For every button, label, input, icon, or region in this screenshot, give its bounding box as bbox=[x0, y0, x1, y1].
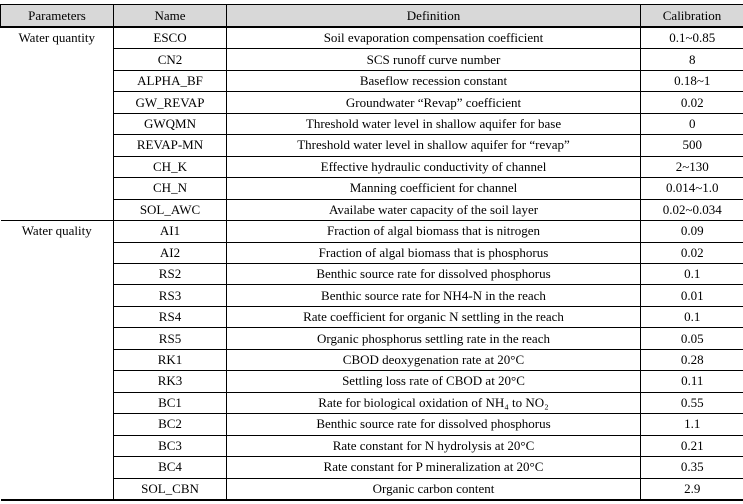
definition-cell: Rate for biological oxidation of NH₄ to … bbox=[226, 392, 641, 415]
parameter-name-cell: ALPHA_BF bbox=[113, 70, 227, 93]
parameter-name-cell: GW_REVAP bbox=[113, 91, 227, 114]
table-row: CH_N Manning coefficient for channel 0.014… bbox=[1, 177, 743, 200]
parameter-name-cell: GWQMN bbox=[113, 113, 227, 136]
calibration-value-cell: 0.01 bbox=[640, 284, 743, 307]
calibration-value-cell: 500 bbox=[640, 134, 743, 157]
definition-cell: Settling loss rate of CBOD at 20°C bbox=[226, 370, 641, 393]
table-row: Water quality AI1 Fraction of algal biomas… bbox=[0, 220, 743, 501]
calibration-value-cell: 0.21 bbox=[640, 435, 743, 458]
calibration-value-cell: 0.02 bbox=[640, 91, 743, 114]
definition-cell: Availabe water capacity of the soil laye… bbox=[226, 199, 641, 222]
calibration-value-cell: 1.1 bbox=[640, 413, 743, 436]
definition-cell: Fraction of algal biomass that is phosph… bbox=[226, 242, 641, 264]
parameter-name-cell: CN2 bbox=[113, 48, 227, 71]
definition-cell: Benthic source rate for NH4-N in the rea… bbox=[226, 284, 641, 307]
definition-cell: SCS runoff curve number bbox=[226, 48, 641, 71]
table-row: REVAP-MN Threshold water level in shallow… bbox=[1, 134, 743, 157]
column-header-calibration: Calibration bbox=[640, 4, 743, 28]
header-row: Parameters Name Definition Calibration bbox=[0, 4, 743, 28]
parameter-name-cell: SOL_AWC bbox=[113, 199, 227, 222]
calibration-value-cell: 0.18~1 bbox=[640, 70, 743, 93]
parameter-name-cell: BC1 bbox=[113, 392, 227, 415]
table-row: RK3 Settling loss rate of CBOD at 20°C 0.1… bbox=[1, 370, 743, 393]
definition-cell: Benthic source rate for dissolved phosph… bbox=[226, 263, 641, 286]
table-row: RS4 Rate coefficient for organic N settli… bbox=[1, 306, 743, 329]
column-header-parameters: Parameters bbox=[0, 4, 114, 28]
definition-cell: Fraction of algal biomass that is nitrog… bbox=[226, 220, 641, 243]
parameter-name-cell: REVAP-MN bbox=[113, 134, 227, 157]
parameters-table: Parameters Name Definition Calibration W… bbox=[0, 4, 743, 501]
table-row: SOL_AWC Availabe water capacity of the so… bbox=[1, 199, 743, 222]
parameter-name-cell: RS5 bbox=[113, 327, 227, 350]
calibration-value-cell: 0.11 bbox=[640, 370, 743, 393]
table-row: RS5 Organic phosphorus settling rate in t… bbox=[1, 327, 743, 350]
parameter-name-cell: CH_N bbox=[113, 177, 227, 200]
parameter-name-cell: AI2 bbox=[113, 242, 227, 264]
table-row: RS3 Benthic source rate for NH4-N in the … bbox=[1, 284, 743, 307]
parameter-group-cell: Water quality bbox=[0, 220, 114, 501]
definition-cell: Threshold water level in shallow aquifer… bbox=[226, 113, 641, 136]
parameter-name-cell: RK1 bbox=[113, 349, 227, 372]
table-row: CN2 SCS runoff curve number 8 bbox=[1, 48, 743, 71]
calibration-value-cell: 0.02~0.034 bbox=[640, 199, 743, 222]
calibration-value-cell: 0.1~0.85 bbox=[640, 27, 743, 50]
definition-cell: Benthic source rate for dissolved phosph… bbox=[226, 413, 641, 436]
definition-cell: Groundwater “Revap” coefficient bbox=[226, 91, 641, 114]
table-header: Parameters Name Definition Calibration bbox=[0, 4, 743, 28]
parameter-name-cell: RS3 bbox=[113, 284, 227, 307]
calibration-value-cell: 0.09 bbox=[640, 220, 743, 243]
column-header-definition: Definition bbox=[226, 4, 641, 28]
column-header-name: Name bbox=[113, 4, 227, 28]
calibration-value-cell: 0.014~1.0 bbox=[640, 177, 743, 200]
table-row: BC3 Rate constant for N hydrolysis at 20°… bbox=[1, 435, 743, 458]
table-row: CH_K Effective hydraulic conductivity of … bbox=[1, 156, 743, 179]
definition-cell: Rate constant for P mineralization at 20… bbox=[226, 456, 641, 479]
table-row: AI2 Fraction of algal biomass that is pho… bbox=[1, 242, 743, 264]
definition-cell: Organic phosphorus settling rate in the … bbox=[226, 327, 641, 350]
definition-cell: Rate constant for N hydrolysis at 20°C bbox=[226, 435, 641, 458]
parameter-name-cell: RS4 bbox=[113, 306, 227, 329]
table-row: BC1 Rate for biological oxidation of NH₄ … bbox=[1, 392, 743, 415]
calibration-value-cell: 0.1 bbox=[640, 263, 743, 286]
definition-cell: Organic carbon content bbox=[226, 478, 641, 501]
table-row: GW_REVAP Groundwater “Revap” coefficient 0… bbox=[1, 91, 743, 114]
calibration-value-cell: 0.35 bbox=[640, 456, 743, 479]
parameter-name-cell: BC2 bbox=[113, 413, 227, 436]
table-row: BC2 Benthic source rate for dissolved pho… bbox=[1, 413, 743, 436]
parameter-name-cell: BC3 bbox=[113, 435, 227, 458]
parameter-name-cell: RS2 bbox=[113, 263, 227, 286]
definition-cell: Soil evaporation compensation coefficien… bbox=[226, 27, 641, 50]
table-body: Water quantity ESCO Soil evaporation compe… bbox=[0, 27, 743, 501]
definition-cell: Baseflow recession constant bbox=[226, 70, 641, 93]
parameter-name-cell: AI1 bbox=[113, 220, 227, 243]
table-row: BC4 Rate constant for P mineralization at… bbox=[1, 456, 743, 479]
definition-cell: Effective hydraulic conductivity of chan… bbox=[226, 156, 641, 179]
calibration-value-cell: 2.9 bbox=[640, 478, 743, 501]
calibration-value-cell: 2~130 bbox=[640, 156, 743, 179]
parameter-name-cell: ESCO bbox=[113, 27, 227, 50]
table-row: Water quantity ESCO Soil evaporation compe… bbox=[0, 27, 743, 222]
parameter-name-cell: BC4 bbox=[113, 456, 227, 479]
calibration-value-cell: 8 bbox=[640, 48, 743, 71]
definition-cell: Threshold water level in shallow aquifer… bbox=[226, 134, 641, 157]
table-row: SOL_CBN Organic carbon content 2.9 bbox=[1, 478, 743, 501]
table-row: RK1 CBOD deoxygenation rate at 20°C 0.28 bbox=[1, 349, 743, 372]
parameter-group-cell: Water quantity bbox=[0, 27, 114, 222]
calibration-value-cell: 0.05 bbox=[640, 327, 743, 350]
table-row: ALPHA_BF Baseflow recession constant 0.18~… bbox=[1, 70, 743, 93]
parameter-name-cell: SOL_CBN bbox=[113, 478, 227, 501]
calibration-value-cell: 0.28 bbox=[640, 349, 743, 372]
parameter-name-cell: CH_K bbox=[113, 156, 227, 179]
calibration-value-cell: 0.02 bbox=[640, 242, 743, 264]
definition-cell: CBOD deoxygenation rate at 20°C bbox=[226, 349, 641, 372]
calibration-value-cell: 0.1 bbox=[640, 306, 743, 329]
parameter-name-cell: RK3 bbox=[113, 370, 227, 393]
calibration-value-cell: 0.55 bbox=[640, 392, 743, 415]
table-row: RS2 Benthic source rate for dissolved pho… bbox=[1, 263, 743, 286]
definition-cell: Rate coefficient for organic N settling … bbox=[226, 306, 641, 329]
definition-cell: Manning coefficient for channel bbox=[226, 177, 641, 200]
calibration-value-cell: 0 bbox=[640, 113, 743, 136]
table-row: GWQMN Threshold water level in shallow aq… bbox=[1, 113, 743, 136]
